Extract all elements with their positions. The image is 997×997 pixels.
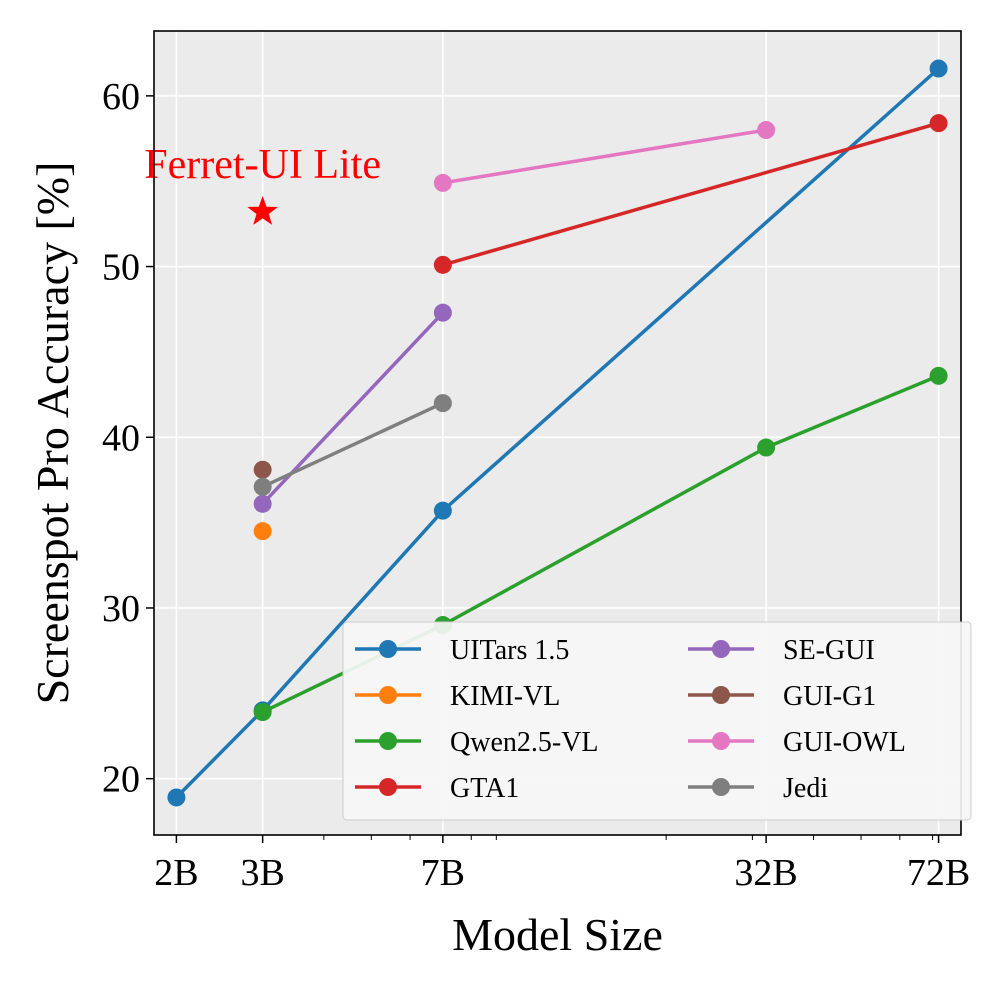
legend-label: SE-GUI: [783, 635, 875, 666]
legend-marker: [712, 640, 730, 658]
legend-box: [342, 621, 972, 821]
legend-marker: [712, 732, 730, 750]
legend-label: Jedi: [783, 773, 828, 804]
legend-item: KIMI-VL: [355, 681, 560, 712]
data-point: [433, 394, 452, 413]
data-point: [253, 477, 272, 496]
legend-label: GUI-G1: [783, 681, 876, 712]
series-gta1: [433, 114, 948, 274]
legend-marker: [712, 778, 730, 796]
series-gui-owl: [433, 121, 776, 192]
y-tick-label: 60: [102, 76, 140, 118]
x-tick-label: 32B: [734, 852, 797, 894]
y-tick-label: 40: [102, 417, 140, 459]
x-tick-label: 7B: [421, 852, 465, 894]
legend-item: GTA1: [355, 773, 519, 804]
data-point: [757, 121, 776, 140]
series-line: [442, 128, 767, 185]
data-point: [253, 494, 272, 513]
y-tick-label: 50: [102, 247, 140, 289]
data-point: [253, 460, 272, 479]
data-point: [433, 501, 452, 520]
legend: UITars 1.5 KIMI-VL Qwen2.5-VL GTA1 SE-GUI GUI…: [342, 621, 972, 821]
legend-marker: [379, 686, 397, 704]
data-point: [929, 114, 948, 133]
x-tick-label: 2B: [154, 852, 198, 894]
data-point: [929, 366, 948, 385]
series-kimi-vl: [253, 522, 272, 541]
legend-item: UITars 1.5: [355, 635, 569, 666]
x-tick-label: 3B: [240, 852, 284, 894]
series-gui-g1: [253, 460, 272, 479]
axis-ticks: 20 30 40 50 60 2B 3B 7B 32B 72B: [102, 76, 970, 894]
legend-marker: [379, 778, 397, 796]
legend-marker: [712, 686, 730, 704]
legend-item: Jedi: [688, 773, 828, 804]
data-point: [253, 703, 272, 722]
series-line: [175, 67, 940, 799]
legend-marker: [379, 640, 397, 658]
data-point: [433, 173, 452, 192]
data-point: [433, 303, 452, 322]
data-point: [433, 255, 452, 274]
legend-label: GUI-OWL: [783, 727, 906, 758]
data-point: [167, 788, 186, 807]
legend-item: Qwen2.5-VL: [355, 727, 599, 758]
legend-label: UITars 1.5: [450, 635, 569, 666]
legend-label: GTA1: [450, 773, 519, 804]
series-jedi: [253, 394, 452, 496]
legend-label: Qwen2.5-VL: [450, 727, 599, 758]
series-line: [442, 121, 940, 267]
x-tick-label: 72B: [907, 852, 970, 894]
y-axis-title: Screenspot Pro Accuracy [%]: [27, 162, 78, 705]
legend-item: GUI-G1: [688, 681, 876, 712]
star-marker: [247, 195, 278, 225]
y-tick-label: 30: [102, 588, 140, 630]
plot-frame: [153, 30, 962, 836]
series-layer: [167, 59, 948, 807]
x-axis-title: Model Size: [452, 909, 663, 960]
y-tick-label: 20: [102, 759, 140, 801]
data-point: [757, 438, 776, 457]
legend-item: GUI-OWL: [688, 727, 906, 758]
legend-item: SE-GUI: [688, 635, 875, 666]
series-line: [261, 401, 444, 489]
data-point: [253, 522, 272, 541]
legend-marker: [379, 732, 397, 750]
data-point: [929, 59, 948, 78]
annotation-label: Ferret-UI Lite: [144, 142, 381, 188]
annotation: Ferret-UI Lite: [144, 142, 381, 225]
legend-label: KIMI-VL: [450, 681, 560, 712]
